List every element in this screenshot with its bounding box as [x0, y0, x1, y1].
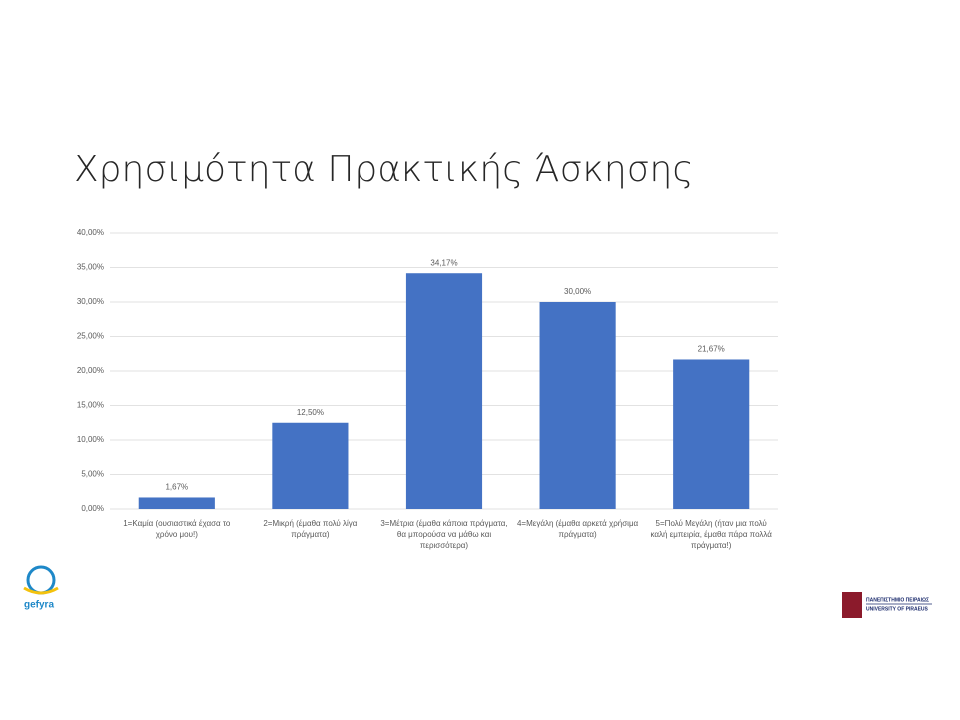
- value-label: 21,67%: [698, 345, 725, 354]
- y-tick-label: 40,00%: [77, 228, 104, 237]
- y-tick-label: 25,00%: [77, 332, 104, 341]
- value-label: 30,00%: [564, 287, 591, 296]
- bar: [539, 302, 616, 509]
- y-tick-label: 0,00%: [81, 504, 104, 513]
- logo-text: UNIVERSITY OF PIRAEUS: [866, 606, 929, 612]
- logo-ring: [26, 565, 56, 595]
- y-tick-label: 5,00%: [81, 470, 104, 479]
- logo-text: gefyra: [24, 600, 54, 611]
- logo-text: ΠΑΝΕΠΙΣΤΗΜΙΟ ΠΕΙΡΑΙΩΣ: [866, 597, 929, 603]
- x-tick-label: 3=Μέτρια (έμαθα κάποια πράγματα, θα μπορ…: [380, 519, 508, 550]
- value-label: 34,17%: [430, 258, 457, 267]
- y-tick-label: 15,00%: [77, 401, 104, 410]
- bar: [405, 273, 483, 509]
- x-tick-label: 1=Καμία (ουσιαστικά έχασα το χρόνο μου!): [123, 519, 231, 539]
- bar: [138, 497, 215, 509]
- value-label: 1,67%: [165, 483, 188, 492]
- logo-arc: [23, 586, 59, 595]
- piraeus-logo: ΠΑΝΕΠΙΣΤΗΜΙΟ ΠΕΙΡΑΙΩΣ UNIVERSITY OF PIRA…: [842, 592, 932, 618]
- x-tick-label: 5=Πολύ Μεγάλη (ήταν μια πολύ καλή εμπειρ…: [650, 519, 772, 550]
- bar: [272, 422, 349, 509]
- y-tick-label: 30,00%: [77, 297, 104, 306]
- y-tick-label: 20,00%: [77, 366, 104, 375]
- y-tick-label: 35,00%: [77, 263, 104, 272]
- gefyra-logo: gefyra: [23, 565, 59, 611]
- logo-emblem: [842, 592, 862, 618]
- y-tick-label: 10,00%: [77, 435, 104, 444]
- chart-title: Χρησιμότητα Πρακτικής Άσκησης: [74, 149, 693, 190]
- value-label: 12,50%: [297, 408, 324, 417]
- x-tick-label: 2=Μικρή (έμαθα πολύ λίγα πράγματα): [263, 519, 358, 539]
- x-tick-label: 4=Μεγάλη (έμαθα αρκετά χρήσιμα πράγματα): [516, 519, 639, 539]
- bar: [673, 359, 750, 509]
